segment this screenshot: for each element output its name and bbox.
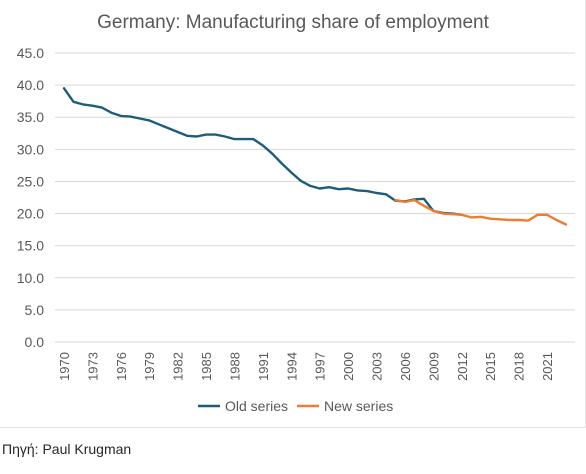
x-tick-label: 1982 [171, 352, 186, 381]
y-tick-label: 0.0 [25, 334, 45, 350]
chart-title: Germany: Manufacturing share of employme… [97, 12, 489, 33]
y-tick-label: 15.0 [17, 238, 44, 254]
x-tick-label: 1970 [57, 352, 72, 381]
x-tick-label: 1988 [227, 352, 242, 381]
y-tick-label: 5.0 [25, 302, 45, 318]
x-tick-label: 1985 [199, 352, 214, 381]
x-tick-label: 2003 [370, 352, 385, 381]
series-line-new [394, 198, 568, 226]
x-tick-label: 1994 [284, 352, 299, 381]
y-tick-label: 10.0 [17, 270, 44, 286]
source-note: Πηγή: Paul Krugman [2, 441, 132, 457]
line-chart: 0.0 5.0 10.0 15.0 20.0 25.0 30.0 35.0 40.0 45.0 19… [17, 45, 575, 414]
x-tick-label: 2021 [540, 352, 555, 381]
y-tick-label: 25.0 [17, 173, 44, 189]
x-tick-label: 2000 [341, 352, 356, 381]
x-tick-label: 2015 [483, 352, 498, 381]
y-tick-label: 20.0 [17, 206, 44, 222]
x-tick-label: 2009 [426, 352, 441, 381]
legend-label: Old series [225, 398, 288, 414]
x-tick-label: 2018 [512, 352, 527, 381]
x-tick-label: 1973 [85, 352, 100, 381]
legend-label: New series [324, 398, 393, 414]
y-tick-label: 35.0 [17, 109, 44, 125]
x-tick-label: 2006 [398, 352, 413, 381]
series-line-old [62, 87, 463, 216]
y-tick-label: 45.0 [17, 45, 44, 61]
y-tick-label: 30.0 [17, 141, 44, 157]
chart-area: Germany: Manufacturing share of employme… [0, 0, 586, 428]
y-tick-label: 40.0 [17, 77, 44, 93]
x-tick-label: 1979 [142, 352, 157, 381]
x-tick-label: 1991 [256, 352, 271, 381]
x-tick-label: 2012 [455, 352, 470, 381]
x-tick-label: 1976 [114, 352, 129, 381]
x-tick-label: 1997 [313, 352, 328, 381]
